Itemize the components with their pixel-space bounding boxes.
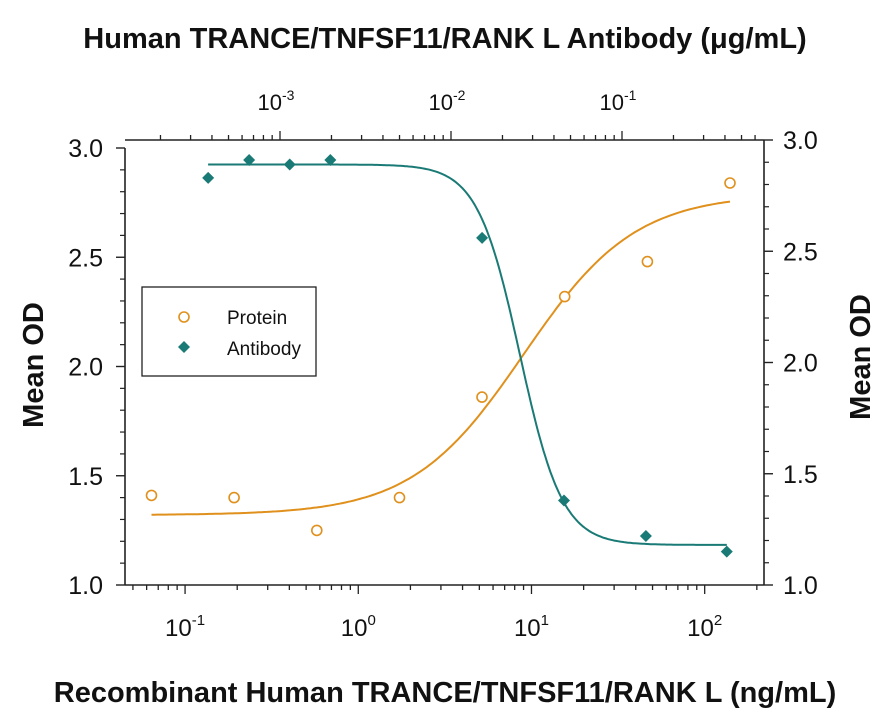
- protein-fit-curve: [151, 200, 731, 516]
- y-left-tick-label: 1.0: [68, 572, 103, 600]
- legend: Protein Antibody: [141, 286, 317, 377]
- y-right-tick-label: 2.0: [783, 350, 818, 378]
- data-points: [145, 154, 736, 558]
- protein-point: [145, 489, 158, 502]
- legend-protein-marker: [178, 311, 190, 323]
- y-right-tick-label: 1.5: [783, 461, 818, 489]
- antibody-point: [639, 530, 652, 543]
- y-right-tick-label: 1.0: [783, 572, 818, 600]
- top-tick-label: 10-1: [600, 87, 637, 115]
- y-left-tick-label: 3.0: [68, 135, 103, 163]
- y-left-tick-label: 2.0: [68, 354, 103, 382]
- x-tick-label: 100: [341, 612, 376, 642]
- top-axis-title: Human TRANCE/TNFSF11/RANK L Antibody (μg…: [83, 23, 806, 55]
- ticks: 10-1 100 101 102 10-3 10-2 10-1 1.0 1.5 2.0 2.5 3.0…: [68, 87, 818, 642]
- protein-point: [310, 524, 323, 537]
- antibody-point: [243, 154, 256, 167]
- y-axis-title-right: Mean OD: [845, 294, 877, 420]
- legend-box: [141, 286, 317, 377]
- antibody-point: [558, 494, 571, 507]
- antibody-point: [324, 154, 337, 167]
- antibody-point: [720, 545, 733, 558]
- protein-point: [476, 391, 488, 403]
- antibody-point: [202, 171, 215, 184]
- y-left-tick-label: 1.5: [68, 463, 103, 491]
- legend-antibody-label: Antibody: [227, 339, 301, 360]
- x-tick-label: 101: [514, 612, 549, 642]
- protein-point: [724, 177, 736, 189]
- top-tick-label: 10-3: [258, 87, 295, 115]
- antibody-point: [283, 158, 296, 171]
- protein-point: [393, 491, 406, 504]
- x-tick-label: 10-1: [165, 612, 205, 642]
- protein-point: [641, 255, 654, 268]
- protein-point: [558, 290, 571, 303]
- protein-point: [228, 491, 240, 504]
- y-axis-title-left: Mean OD: [18, 302, 50, 428]
- x-axis-title: Recombinant Human TRANCE/TNFSF11/RANK L …: [54, 677, 837, 709]
- x-tick-label: 102: [687, 612, 722, 642]
- y-right-tick-label: 3.0: [783, 127, 818, 155]
- y-left-tick-label: 2.5: [68, 244, 103, 272]
- antibody-point: [476, 231, 489, 244]
- legend-antibody-marker: [178, 341, 190, 353]
- y-right-tick-label: 2.5: [783, 238, 818, 266]
- top-tick-label: 10-2: [429, 87, 466, 115]
- legend-protein-label: Protein: [227, 308, 287, 329]
